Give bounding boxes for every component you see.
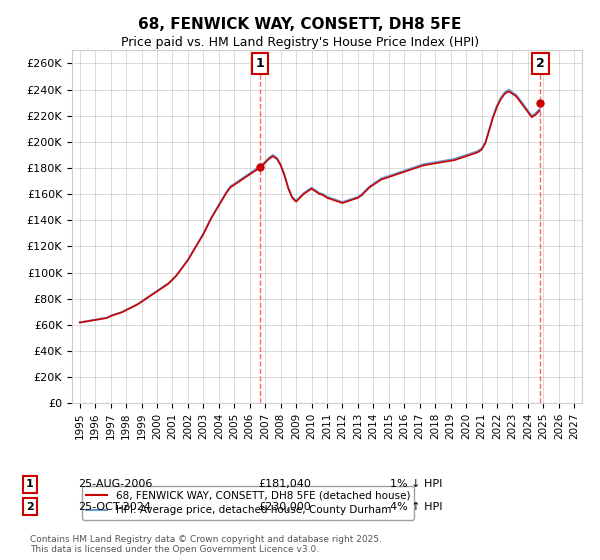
Legend: 68, FENWICK WAY, CONSETT, DH8 5FE (detached house), HPI: Average price, detached: 68, FENWICK WAY, CONSETT, DH8 5FE (detac… — [82, 486, 415, 520]
Text: 68, FENWICK WAY, CONSETT, DH8 5FE: 68, FENWICK WAY, CONSETT, DH8 5FE — [139, 17, 461, 32]
Text: 1% ↓ HPI: 1% ↓ HPI — [390, 479, 442, 489]
Text: Contains HM Land Registry data © Crown copyright and database right 2025.
This d: Contains HM Land Registry data © Crown c… — [30, 535, 382, 554]
Text: 4% ↑ HPI: 4% ↑ HPI — [390, 502, 443, 512]
Text: 1: 1 — [26, 479, 34, 489]
Text: £230,000: £230,000 — [258, 502, 311, 512]
Text: Price paid vs. HM Land Registry's House Price Index (HPI): Price paid vs. HM Land Registry's House … — [121, 36, 479, 49]
Text: £181,040: £181,040 — [258, 479, 311, 489]
Text: 2: 2 — [26, 502, 34, 512]
Text: 1: 1 — [256, 57, 264, 70]
Text: 2: 2 — [536, 57, 545, 70]
Text: 25-OCT-2024: 25-OCT-2024 — [78, 502, 151, 512]
Text: 25-AUG-2006: 25-AUG-2006 — [78, 479, 152, 489]
